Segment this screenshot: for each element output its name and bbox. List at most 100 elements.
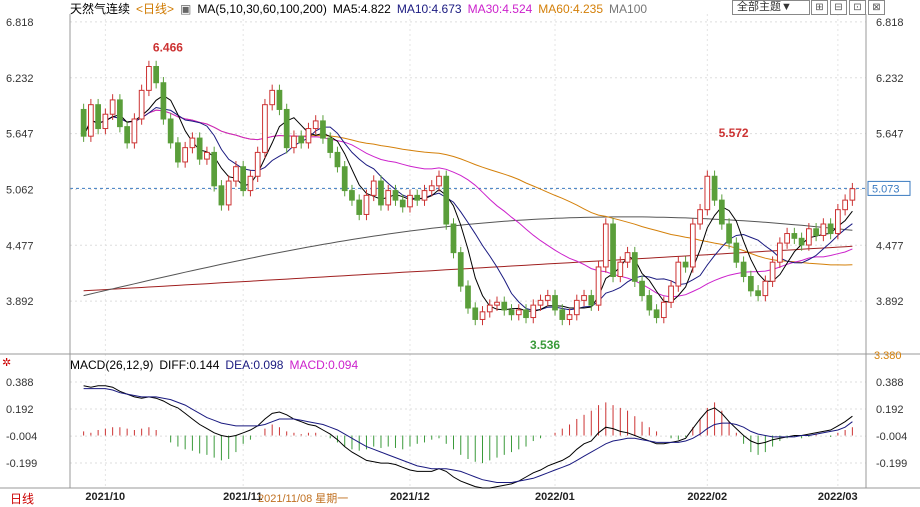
- date-tick: 2021/12: [390, 491, 430, 503]
- candle-body: [544, 295, 551, 301]
- candle-body: [617, 261, 624, 278]
- macd-panel: [83, 385, 853, 489]
- instrument-name: 天然气连续: [70, 2, 131, 16]
- ma-settings-icon[interactable]: ▣: [180, 2, 192, 16]
- date-tick: 2021/11: [223, 491, 262, 503]
- candle-body: [218, 185, 225, 206]
- candle-body: [276, 89, 283, 110]
- candle-body: [254, 151, 261, 177]
- price-bottom-label: 3.380: [874, 350, 902, 362]
- candle-body: [631, 252, 638, 282]
- candle-body: [131, 118, 138, 144]
- ma30-value: MA30:4.524: [467, 2, 533, 16]
- candle-body: [370, 180, 377, 196]
- candle-body: [827, 223, 834, 235]
- ma5-value: MA5:4.822: [332, 2, 391, 16]
- candle-body: [167, 118, 174, 144]
- candle-body: [305, 128, 312, 144]
- ma30-line: [83, 109, 853, 298]
- candle-body: [494, 301, 500, 306]
- candle-body: [189, 137, 196, 149]
- candle-body: [486, 304, 493, 313]
- date-tick: 2021/10: [85, 491, 125, 503]
- candle-body: [225, 180, 232, 206]
- macd-label[interactable]: MACD(26,12,9): [70, 358, 154, 372]
- candle-body: [327, 137, 334, 153]
- price-tick-right: 6.232: [876, 73, 904, 85]
- candle-body: [537, 299, 544, 306]
- candle-body: [146, 66, 152, 91]
- layout-icon[interactable]: ⊡: [849, 0, 866, 15]
- low-label: 3.536: [530, 338, 560, 352]
- candle-body: [399, 199, 406, 208]
- candle-body: [298, 135, 305, 144]
- candle-body: [204, 151, 210, 160]
- macd-tick-right: 0.192: [876, 404, 904, 416]
- candle-body: [791, 233, 798, 239]
- period-tag[interactable]: <日线>: [136, 2, 175, 16]
- theme-select[interactable]: 全部主题▼: [732, 0, 810, 15]
- candle-body: [124, 126, 130, 144]
- candle-body: [240, 166, 247, 192]
- candle-body: [733, 242, 740, 263]
- candle-body: [334, 151, 341, 168]
- date-tick: 2022/01: [535, 491, 575, 503]
- candle-body: [726, 223, 732, 244]
- split-view-icon[interactable]: ⊟: [830, 0, 847, 15]
- candle-body: [291, 135, 297, 149]
- cursor-date: 2021/11/08 星期一: [258, 493, 349, 505]
- grid-toggle-icon[interactable]: ⊞: [811, 0, 828, 15]
- candle-body: [711, 175, 718, 201]
- price-tick-left: 6.232: [6, 73, 34, 85]
- high-label: 6.466: [153, 40, 183, 54]
- candle-body: [530, 304, 537, 319]
- candle-body: [182, 147, 189, 163]
- candle-body: [798, 237, 805, 246]
- candle-body: [588, 295, 595, 306]
- candle-body: [610, 223, 616, 277]
- candle-body: [102, 113, 109, 130]
- expand-icon[interactable]: ⊠: [868, 0, 885, 15]
- candle-body: [479, 311, 486, 320]
- candle-body: [414, 194, 421, 201]
- macd-tick-left: -0.199: [6, 458, 37, 470]
- ma-group-label[interactable]: MA(5,10,30,60,100,200): [197, 2, 327, 16]
- candle-body: [450, 223, 457, 254]
- price-tick-right: 4.477: [876, 240, 904, 252]
- settings-icon[interactable]: ✲: [2, 357, 12, 369]
- macd-tick-right: -0.004: [876, 431, 907, 443]
- candle-body: [747, 276, 754, 292]
- candle-body: [175, 142, 181, 163]
- macd-header: MACD(26,12,9) DIFF:0.144 DEA:0.098 MACD:0.0…: [70, 358, 364, 372]
- candle-body: [117, 99, 123, 128]
- candle-body: [428, 185, 435, 192]
- candle-body: [581, 295, 587, 301]
- macd-tick-left: 0.388: [6, 377, 34, 389]
- candle-body: [436, 175, 442, 187]
- candle-body: [247, 175, 254, 192]
- candle-body: [515, 309, 522, 316]
- candle-body: [704, 175, 711, 211]
- candle-body: [552, 295, 558, 311]
- candle-body: [646, 295, 653, 311]
- dea-line: [83, 388, 853, 483]
- ma10-line: [83, 106, 853, 311]
- last-price-label: 5.073: [872, 183, 900, 195]
- candle-body: [842, 199, 848, 211]
- candle-body: [675, 261, 682, 287]
- date-tick: 2022/02: [687, 491, 727, 503]
- period-footer-label[interactable]: 日线: [10, 492, 35, 506]
- candle-body: [740, 261, 747, 278]
- candle-body: [472, 307, 479, 320]
- ma10-value: MA10:4.673: [396, 2, 462, 16]
- candle-body: [697, 209, 703, 225]
- price-tick-left: 5.647: [6, 129, 34, 141]
- candle-body: [639, 280, 645, 297]
- price-tick-left: 3.892: [6, 296, 34, 308]
- candle-body: [95, 104, 101, 130]
- candle-body: [508, 309, 515, 316]
- candle-body: [559, 309, 566, 320]
- macd-tick-right: 0.388: [876, 377, 904, 389]
- diff-value: DIFF:0.144: [159, 358, 220, 372]
- candle-body: [312, 120, 319, 130]
